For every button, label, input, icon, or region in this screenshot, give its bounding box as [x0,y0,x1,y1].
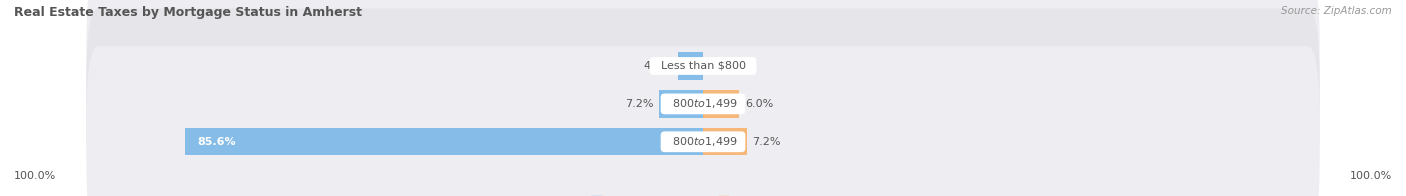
Bar [703,128,747,155]
Text: $800 to $1,499: $800 to $1,499 [665,97,741,110]
Text: 100.0%: 100.0% [14,171,56,181]
Bar [186,128,703,155]
Text: Real Estate Taxes by Mortgage Status in Amherst: Real Estate Taxes by Mortgage Status in … [14,6,363,19]
Text: 0.0%: 0.0% [709,61,737,71]
FancyBboxPatch shape [86,0,1320,162]
FancyBboxPatch shape [86,8,1320,196]
Bar [678,52,703,80]
Text: Less than $800: Less than $800 [654,61,752,71]
Text: 7.2%: 7.2% [752,137,782,147]
Text: 100.0%: 100.0% [1350,171,1392,181]
Bar [703,90,740,118]
Text: 6.0%: 6.0% [745,99,773,109]
Bar [659,90,703,118]
FancyBboxPatch shape [86,46,1320,196]
Text: $800 to $1,499: $800 to $1,499 [665,135,741,148]
Text: 7.2%: 7.2% [624,99,654,109]
Text: Source: ZipAtlas.com: Source: ZipAtlas.com [1281,6,1392,16]
Text: 85.6%: 85.6% [198,137,236,147]
Text: 4.2%: 4.2% [643,61,672,71]
Legend: Without Mortgage, With Mortgage: Without Mortgage, With Mortgage [586,191,820,196]
